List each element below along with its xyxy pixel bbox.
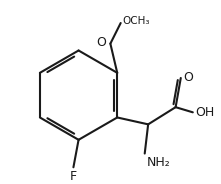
Text: NH₂: NH₂ bbox=[147, 156, 170, 169]
Text: O: O bbox=[183, 71, 193, 84]
Text: OH: OH bbox=[195, 106, 214, 119]
Text: O: O bbox=[97, 36, 107, 49]
Text: F: F bbox=[70, 170, 77, 183]
Text: OCH₃: OCH₃ bbox=[122, 16, 150, 26]
